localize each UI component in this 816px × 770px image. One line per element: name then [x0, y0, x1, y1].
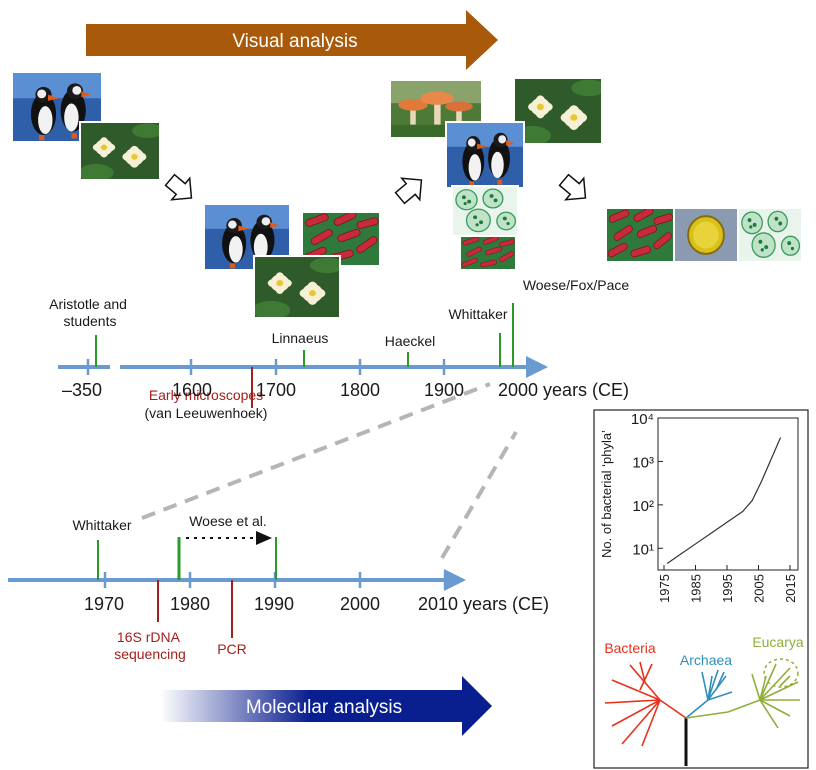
photo-cluster-1 [11, 71, 161, 181]
x-tick-label: 2015 [783, 574, 798, 603]
rdna-line2: sequencing [114, 646, 186, 662]
water-lily-photo [253, 255, 341, 319]
visual-analysis-label: Visual analysis [232, 31, 357, 52]
water-lily-photo [79, 121, 161, 181]
x-tick-label: 1975 [657, 574, 672, 603]
event-haeckel: Haeckel [385, 333, 436, 349]
arrow-up-right-icon [394, 177, 423, 205]
tick-label: 1800 [340, 380, 380, 400]
puffin-photo [11, 71, 103, 143]
tree-label-eucarya: Eucarya [752, 634, 804, 650]
tick-label: –350 [62, 380, 102, 400]
series-line [666, 437, 782, 564]
zoom-connector [141, 382, 518, 560]
molecular-analysis-label: Molecular analysis [246, 697, 402, 718]
timeline-arrowhead [526, 356, 548, 378]
arrow-down-right-icon [558, 173, 587, 201]
photo-cluster-4 [605, 207, 803, 263]
tick-label: 2010 years (CE) [418, 594, 549, 614]
tick-label: 1970 [84, 594, 124, 614]
event-woese-et-al: Woese et al. [189, 513, 267, 529]
tick-label: 1600 [172, 380, 212, 400]
event-aristotle: Aristotle and students [49, 296, 131, 329]
y-tick-label: 10² [632, 498, 654, 515]
water-lily-photo [513, 77, 603, 145]
bacteria-photo [605, 207, 675, 263]
puffin-photo [445, 121, 525, 189]
chart-plot-area [657, 417, 799, 571]
aristotle-line1: Aristotle and [49, 296, 127, 312]
rdna-line1: 16S rDNA [117, 629, 181, 645]
tree-label-archaea: Archaea [680, 652, 732, 668]
tick-label: 1900 [424, 380, 464, 400]
phyla-line-chart: No. of bacterial ‘phyla’ 10¹ 10² 10³ 10⁴ 197… [599, 411, 799, 603]
tick-label: 1990 [254, 594, 294, 614]
molecular-analysis-arrow: Molecular analysis [160, 676, 492, 736]
tick-label: 1980 [170, 594, 210, 614]
x-tick-label: 2005 [752, 574, 767, 603]
y-tick-label: 10³ [632, 454, 654, 471]
photo-cluster-2 [203, 203, 381, 319]
y-tick-label: 10⁴ [631, 411, 654, 428]
arrowhead-icon [256, 531, 272, 545]
green-cells-photo [737, 207, 803, 263]
event-early-microscopes: Early microscopes [149, 387, 263, 403]
arrow-down-right-icon [164, 173, 193, 201]
transition-arrows [164, 173, 587, 205]
y-tick-label: 10¹ [632, 541, 654, 558]
event-woese-fox-pace: Woese/Fox/Pace [523, 277, 630, 293]
aristotle-line2: students [64, 313, 117, 329]
eucarya-highlight-circle [763, 658, 799, 688]
event-linnaeus: Linnaeus [272, 330, 329, 346]
tree-label-bacteria: Bacteria [604, 640, 656, 656]
eucarya-branches [685, 663, 800, 729]
bacteria-photo [459, 235, 517, 271]
timeline-arrowhead [444, 569, 466, 591]
x-tick-label: 1995 [720, 574, 735, 603]
timeline-bottom: Whittaker Woese et al. 16S rDNA sequenci… [8, 513, 549, 662]
visual-analysis-arrow: Visual analysis [86, 10, 498, 70]
event-van-leeuwenhoek: (van Leeuwenhoek) [145, 405, 268, 421]
tick-label: 2000 [340, 594, 380, 614]
phylogenetic-tree: Bacteria Archaea Eucarya [604, 634, 804, 766]
event-pcr: PCR [217, 641, 247, 657]
event-whittaker: Whittaker [72, 517, 131, 533]
y-axis-label: No. of bacterial ‘phyla’ [599, 430, 614, 558]
inset-panel-frame [593, 409, 809, 769]
timeline-top: Aristotle and students Linnaeus Haeckel … [49, 277, 629, 421]
event-whittaker: Whittaker [448, 306, 507, 322]
tick-label: 1700 [256, 380, 296, 400]
bacteria-branches [604, 661, 687, 747]
tick-label: 2000 years (CE) [498, 380, 629, 400]
yellow-cell-photo [673, 207, 739, 263]
x-tick-label: 1985 [689, 574, 704, 603]
event-16s-rdna: 16S rDNA sequencing [114, 629, 186, 662]
photo-cluster-3 [389, 77, 603, 271]
archaea-branches [685, 669, 733, 719]
green-cells-photo [451, 185, 519, 237]
